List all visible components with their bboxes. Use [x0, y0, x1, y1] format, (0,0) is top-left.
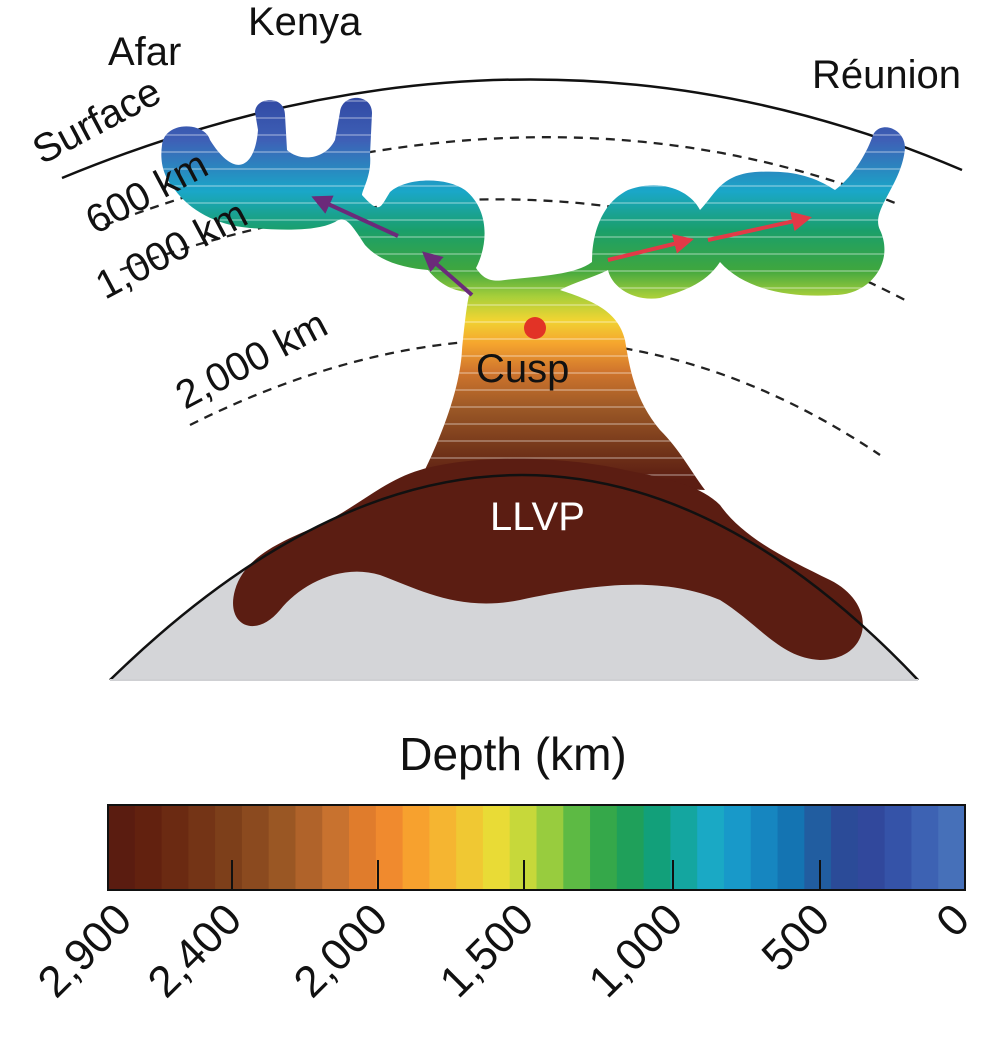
colorbar-swatch — [616, 805, 645, 890]
label-depth-2000: 2,000 km — [169, 302, 335, 418]
colorbar-swatch — [857, 805, 886, 890]
colorbar-swatch — [215, 805, 243, 890]
colorbar-swatch — [938, 805, 966, 890]
colorbar-swatch — [108, 805, 136, 890]
colorbar-swatch — [375, 805, 404, 890]
flow-arrow-right-upper — [707, 211, 812, 242]
colorbar-swatch — [723, 805, 752, 890]
colorbar-swatch — [777, 805, 805, 890]
colorbar-swatch — [268, 805, 297, 890]
colorbar-swatch — [349, 805, 377, 890]
colorbar-swatch — [670, 805, 698, 890]
llvp-region — [233, 458, 863, 660]
flow-arrow-left-upper — [311, 195, 399, 238]
colorbar-frame — [107, 804, 966, 891]
colorbar-swatch — [884, 805, 913, 890]
colorbar-tick-label: 0 — [927, 894, 979, 946]
colorbar-swatch — [295, 805, 323, 890]
flow-arrow-left-lower — [421, 251, 474, 297]
label-llvp: LLVP — [490, 495, 585, 539]
colorbar-swatch — [750, 805, 779, 890]
colorbar-tick-label: 2,400 — [139, 894, 252, 1007]
colorbar-tick-label: 1,500 — [431, 894, 544, 1007]
colorbar-ticks — [231, 860, 821, 890]
colorbar-swatch — [831, 805, 859, 890]
label-afar: Afar — [108, 30, 181, 74]
colorbar-swatch — [322, 805, 350, 890]
colorbar-swatch — [161, 805, 189, 890]
label-kenya: Kenya — [248, 0, 362, 44]
label-reunion: Réunion — [812, 53, 961, 97]
colorbar-tick-label: 2,900 — [29, 894, 142, 1007]
colorbar-swatch — [402, 805, 430, 890]
label-surface: Surface — [26, 69, 168, 173]
core-mantle-boundary — [109, 473, 919, 681]
colorbar-swatch — [643, 805, 672, 890]
colorbar-swatch — [563, 805, 591, 890]
colorbar-swatch — [697, 805, 725, 890]
colorbar-title: Depth (km) — [399, 728, 626, 780]
colorbar-swatch — [804, 805, 832, 890]
colorbar-swatch — [456, 805, 484, 890]
colorbar-swatch — [536, 805, 564, 890]
colorbar-swatch — [590, 805, 618, 890]
colorbar-tick-label: 2,000 — [285, 894, 398, 1007]
colorbar-tick-label: 1,000 — [580, 894, 693, 1007]
colorbar-swatch — [911, 805, 939, 890]
colorbar-swatch — [429, 805, 457, 890]
cusp-dot — [524, 317, 546, 339]
colorbar-swatch — [241, 805, 270, 890]
colorbar-swatch — [188, 805, 216, 890]
plume-contours — [161, 97, 906, 491]
label-cusp: Cusp — [476, 347, 569, 391]
colorbar-swatch — [134, 805, 163, 890]
colorbar-tick-label: 500 — [753, 894, 840, 981]
colorbar-swatches — [108, 805, 966, 890]
colorbar-swatch — [482, 805, 511, 890]
flow-arrow-right-lower — [607, 234, 694, 262]
